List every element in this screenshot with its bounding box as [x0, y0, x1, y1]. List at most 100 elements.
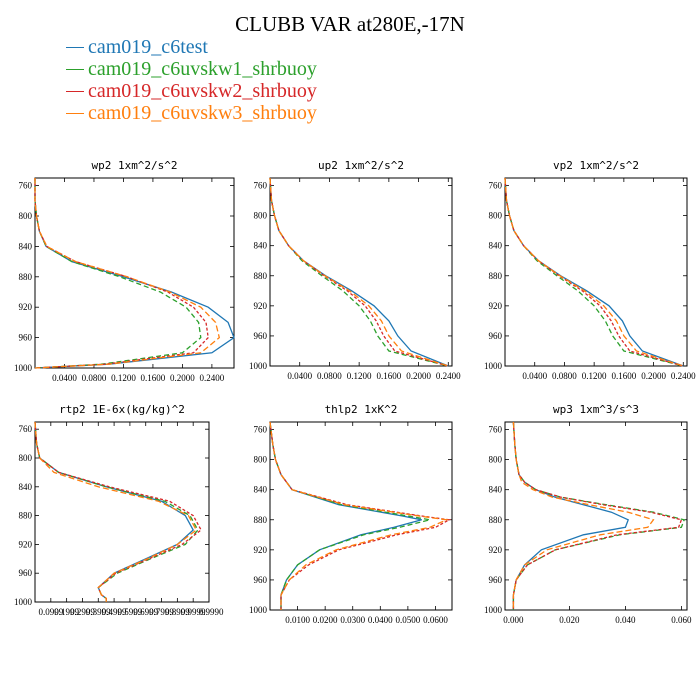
- series-line: [269, 177, 449, 367]
- legend-entry: cam019_c6uvskw1_shrbuoy: [66, 58, 317, 80]
- legend: cam019_c6test cam019_c6uvskw1_shrbuoy ca…: [66, 36, 317, 124]
- plot-frame: [34, 421, 210, 603]
- y-tick-label: 920: [489, 301, 503, 311]
- y-tick-label: 920: [254, 545, 268, 555]
- y-tick-label: 920: [489, 545, 503, 555]
- series-line: [504, 177, 684, 367]
- y-tick-label: 960: [489, 575, 503, 585]
- y-tick-label: 760: [19, 181, 33, 191]
- series-line: [504, 177, 684, 367]
- series-line: [504, 177, 684, 367]
- y-tick-label: 960: [254, 575, 268, 585]
- plot-frame: [34, 177, 235, 369]
- x-tick-label: 0.1200: [111, 373, 136, 383]
- y-tick-label: 840: [489, 241, 503, 251]
- panel-title: wp2 1xm^2/s^2: [91, 159, 177, 172]
- legend-swatch: [66, 90, 84, 92]
- x-tick-label: 0.040: [615, 615, 636, 625]
- legend-swatch: [66, 46, 84, 48]
- plot-frame: [504, 421, 688, 611]
- y-tick-label: 880: [489, 515, 503, 525]
- y-tick-label: 760: [489, 181, 503, 191]
- series-line: [34, 178, 209, 369]
- x-tick-label: 0.000: [503, 615, 524, 625]
- x-tick-label: 0.1600: [141, 373, 166, 383]
- y-tick-label: 840: [19, 482, 33, 492]
- y-tick-label: 800: [489, 455, 503, 465]
- y-tick-label: 840: [254, 241, 268, 251]
- x-tick-label: 0.0300: [340, 615, 365, 625]
- y-tick-label: 800: [19, 211, 33, 221]
- series-line: [269, 177, 449, 367]
- x-tick-label: 0.0400: [52, 373, 77, 383]
- y-tick-label: 880: [254, 515, 268, 525]
- x-tick-label: 0.4999: [102, 607, 127, 617]
- x-tick-label: 0.2000: [170, 373, 195, 383]
- y-tick-label: 840: [19, 241, 33, 251]
- series-line: [512, 421, 655, 610]
- x-tick-label: 0.9990: [199, 607, 224, 617]
- series-line: [269, 421, 422, 610]
- y-tick-label: 920: [19, 539, 33, 549]
- series-line: [34, 178, 235, 369]
- y-tick-label: 840: [254, 485, 268, 495]
- legend-entry: cam019_c6test: [66, 36, 317, 58]
- y-tick-label: 960: [254, 331, 268, 341]
- legend-entry: cam019_c6uvskw3_shrbuoy: [66, 102, 317, 124]
- plot-frame: [504, 177, 688, 367]
- series-line: [269, 177, 449, 367]
- y-tick-label: 880: [19, 272, 33, 282]
- legend-swatch: [66, 112, 84, 114]
- panel-title: up2 1xm^2/s^2: [318, 159, 404, 172]
- series-line: [512, 421, 686, 610]
- x-tick-label: 0.8999: [165, 607, 190, 617]
- x-tick-label: 0.1200: [347, 371, 372, 381]
- series-line: [34, 178, 202, 369]
- series-line: [34, 421, 198, 602]
- series-line: [269, 421, 452, 610]
- y-tick-label: 800: [489, 211, 503, 221]
- x-tick-label: 0.0200: [313, 615, 338, 625]
- x-tick-label: 0.5999: [118, 607, 143, 617]
- x-tick-label: 0.2000: [641, 371, 666, 381]
- y-tick-label: 920: [254, 301, 268, 311]
- y-tick-label: 1000: [484, 605, 503, 615]
- x-tick-label: 0.1200: [582, 371, 607, 381]
- y-tick-label: 800: [254, 211, 268, 221]
- legend-entry: cam019_c6uvskw2_shrbuoy: [66, 80, 317, 102]
- x-tick-label: 0.060: [671, 615, 692, 625]
- y-tick-label: 1000: [484, 361, 503, 371]
- x-tick-label: 0.2400: [671, 371, 696, 381]
- panel-title: wp3 1xm^3/s^3: [553, 403, 639, 416]
- y-tick-label: 760: [254, 425, 268, 435]
- y-tick-label: 800: [254, 455, 268, 465]
- x-tick-label: 0.0400: [522, 371, 547, 381]
- x-tick-label: 0.6999: [133, 607, 158, 617]
- x-tick-label: 0.0600: [423, 615, 448, 625]
- x-tick-label: 0.2400: [200, 373, 225, 383]
- panel-title: rtp2 1E-6x(kg/kg)^2: [59, 403, 185, 416]
- x-tick-label: 0.2999: [70, 607, 95, 617]
- y-tick-label: 920: [19, 302, 33, 312]
- panel-title: thlp2 1xK^2: [325, 403, 398, 416]
- series-line: [269, 177, 449, 367]
- series-line: [512, 421, 683, 610]
- y-tick-label: 880: [19, 511, 33, 521]
- y-tick-label: 1000: [249, 605, 268, 615]
- x-tick-label: 0.020: [559, 615, 580, 625]
- series-line: [269, 421, 431, 610]
- series-line: [269, 421, 449, 610]
- series-line: [34, 421, 202, 602]
- plot-frame: [269, 177, 453, 367]
- y-tick-label: 760: [489, 425, 503, 435]
- y-tick-label: 960: [19, 333, 33, 343]
- y-tick-label: 880: [254, 271, 268, 281]
- x-tick-label: 0.0500: [396, 615, 421, 625]
- y-tick-label: 840: [489, 485, 503, 495]
- plot-frame: [269, 421, 453, 611]
- x-tick-label: 0.1999: [54, 607, 79, 617]
- figure-title: CLUBB VAR at280E,-17N: [235, 12, 465, 36]
- legend-label: cam019_c6uvskw3_shrbuoy: [88, 102, 317, 124]
- x-tick-label: 0.0800: [82, 373, 107, 383]
